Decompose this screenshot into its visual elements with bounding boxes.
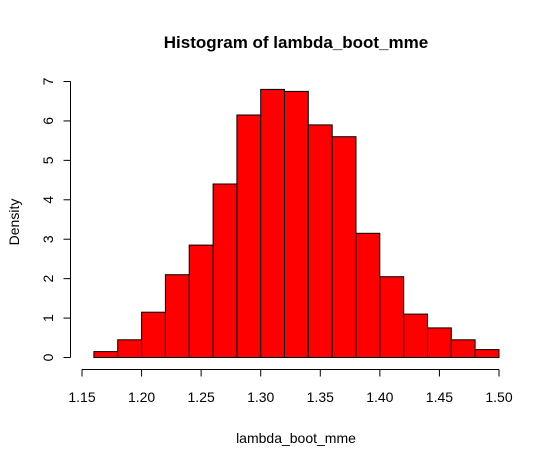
- y-tick-label: 6: [40, 117, 56, 125]
- histogram-bar: [307, 124, 333, 359]
- histogram-bar: [188, 244, 214, 359]
- x-tick-label: 1.25: [188, 389, 215, 405]
- histogram-bar: [236, 114, 262, 358]
- histogram-bar: [331, 136, 357, 358]
- histogram-bar: [141, 311, 166, 359]
- x-tick-label: 1.50: [485, 389, 512, 405]
- x-axis: 1.15 1.20 1.25 1.30 1.35 1.40 1.45 1.50: [68, 369, 513, 405]
- x-tick-label: 1.15: [68, 389, 95, 405]
- histogram-bar: [260, 88, 286, 359]
- histogram-bar: [117, 339, 142, 358]
- x-axis-label: lambda_boot_mme: [236, 430, 356, 446]
- histogram-bar: [450, 339, 476, 358]
- x-tick-label: 1.30: [247, 389, 274, 405]
- y-tick-label: 0: [40, 353, 56, 361]
- x-tick-label: 1.20: [128, 389, 155, 405]
- y-tick-label: 5: [40, 156, 56, 164]
- chart-title: Histogram of lambda_boot_mme: [164, 33, 429, 52]
- bars-group: [93, 88, 500, 359]
- y-tick-label: 4: [40, 196, 56, 204]
- histogram-bar: [379, 276, 405, 359]
- histogram-bar: [93, 351, 119, 359]
- histogram-bar: [355, 232, 381, 358]
- y-tick-label: 7: [40, 77, 56, 85]
- x-tick-label: 1.45: [426, 389, 453, 405]
- histogram-bar: [474, 349, 500, 359]
- y-axis-label: Density: [6, 199, 22, 246]
- histogram-bar: [164, 274, 190, 359]
- histogram-bar: [284, 90, 309, 359]
- y-tick-label: 2: [40, 274, 56, 282]
- histogram-bar: [427, 327, 452, 358]
- x-tick-label: 1.40: [366, 389, 393, 405]
- y-tick-label: 3: [40, 235, 56, 243]
- y-axis: 0 1 2 3 4 5 6 7: [40, 77, 71, 361]
- x-tick-label: 1.35: [307, 389, 334, 405]
- histogram-bar: [212, 183, 238, 358]
- y-tick-label: 1: [40, 314, 56, 322]
- histogram-bar: [403, 313, 429, 359]
